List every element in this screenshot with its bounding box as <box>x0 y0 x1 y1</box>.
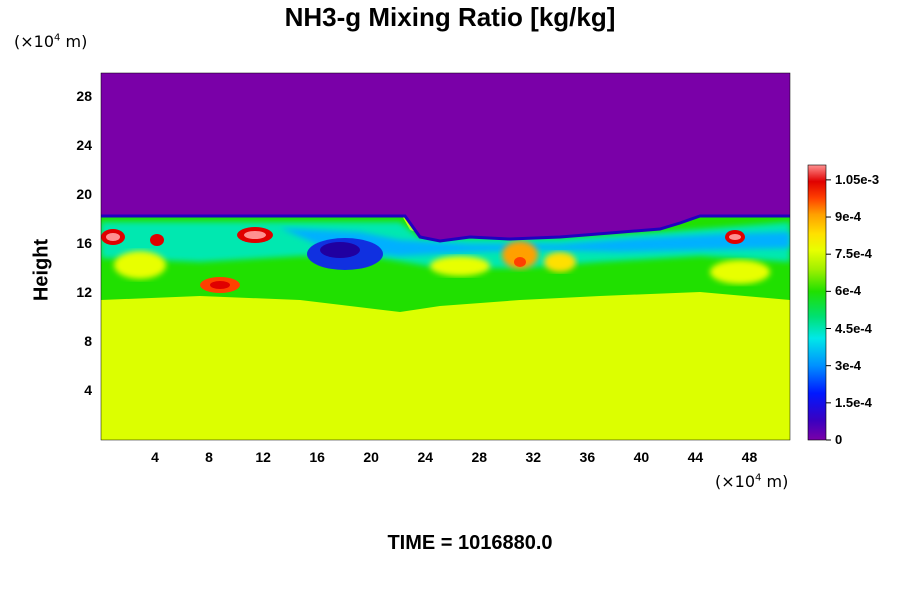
colorbar-tick-label: 4.5e-4 <box>835 320 872 336</box>
x-tick-label: 44 <box>687 449 704 465</box>
colorbar-tick-label: 1.05e-3 <box>835 171 880 187</box>
x-tick-label: 4 <box>151 449 159 465</box>
y-tick-label: 24 <box>76 137 92 154</box>
x-tick-label: 20 <box>363 449 379 465</box>
chart-title: NH3-g Mixing Ratio [kg/kg] <box>284 2 616 32</box>
colorbar-tick-label: 1.5e-4 <box>835 394 872 410</box>
colorbar-tick-label: 3e-4 <box>835 357 862 373</box>
y-tick-label: 16 <box>76 235 92 252</box>
x-tick-label: 12 <box>255 449 271 465</box>
x-tick-label: 48 <box>741 449 758 465</box>
y-tick-label: 4 <box>84 382 92 399</box>
y-axis-unit: (×104 m) <box>14 32 88 51</box>
colorbar <box>807 164 827 441</box>
x-tick-label: 32 <box>525 449 542 465</box>
x-tick-label: 28 <box>471 449 488 465</box>
heatmap-upper-region <box>101 73 790 240</box>
x-tick-label: 16 <box>309 449 325 465</box>
x-tick-label: 40 <box>633 449 650 465</box>
colorbar-tick-label: 9e-4 <box>835 209 862 225</box>
x-axis-unit: (×104 m) <box>715 472 789 491</box>
x-tick-label: 24 <box>417 449 434 465</box>
x-tick-label: 8 <box>205 449 213 465</box>
y-tick-label: 8 <box>84 333 92 350</box>
y-tick-label: 12 <box>76 284 92 301</box>
colorbar-tick-label: 6e-4 <box>835 283 862 299</box>
y-tick-label: 28 <box>76 88 92 105</box>
heatmap-field <box>101 73 790 440</box>
x-tick-label: 36 <box>579 449 596 465</box>
y-tick-label: 20 <box>76 186 92 203</box>
time-label: TIME = 1016880.0 <box>387 532 553 554</box>
colorbar-tick-label: 0 <box>835 432 843 447</box>
colorbar-tick-label: 7.5e-4 <box>835 246 872 262</box>
